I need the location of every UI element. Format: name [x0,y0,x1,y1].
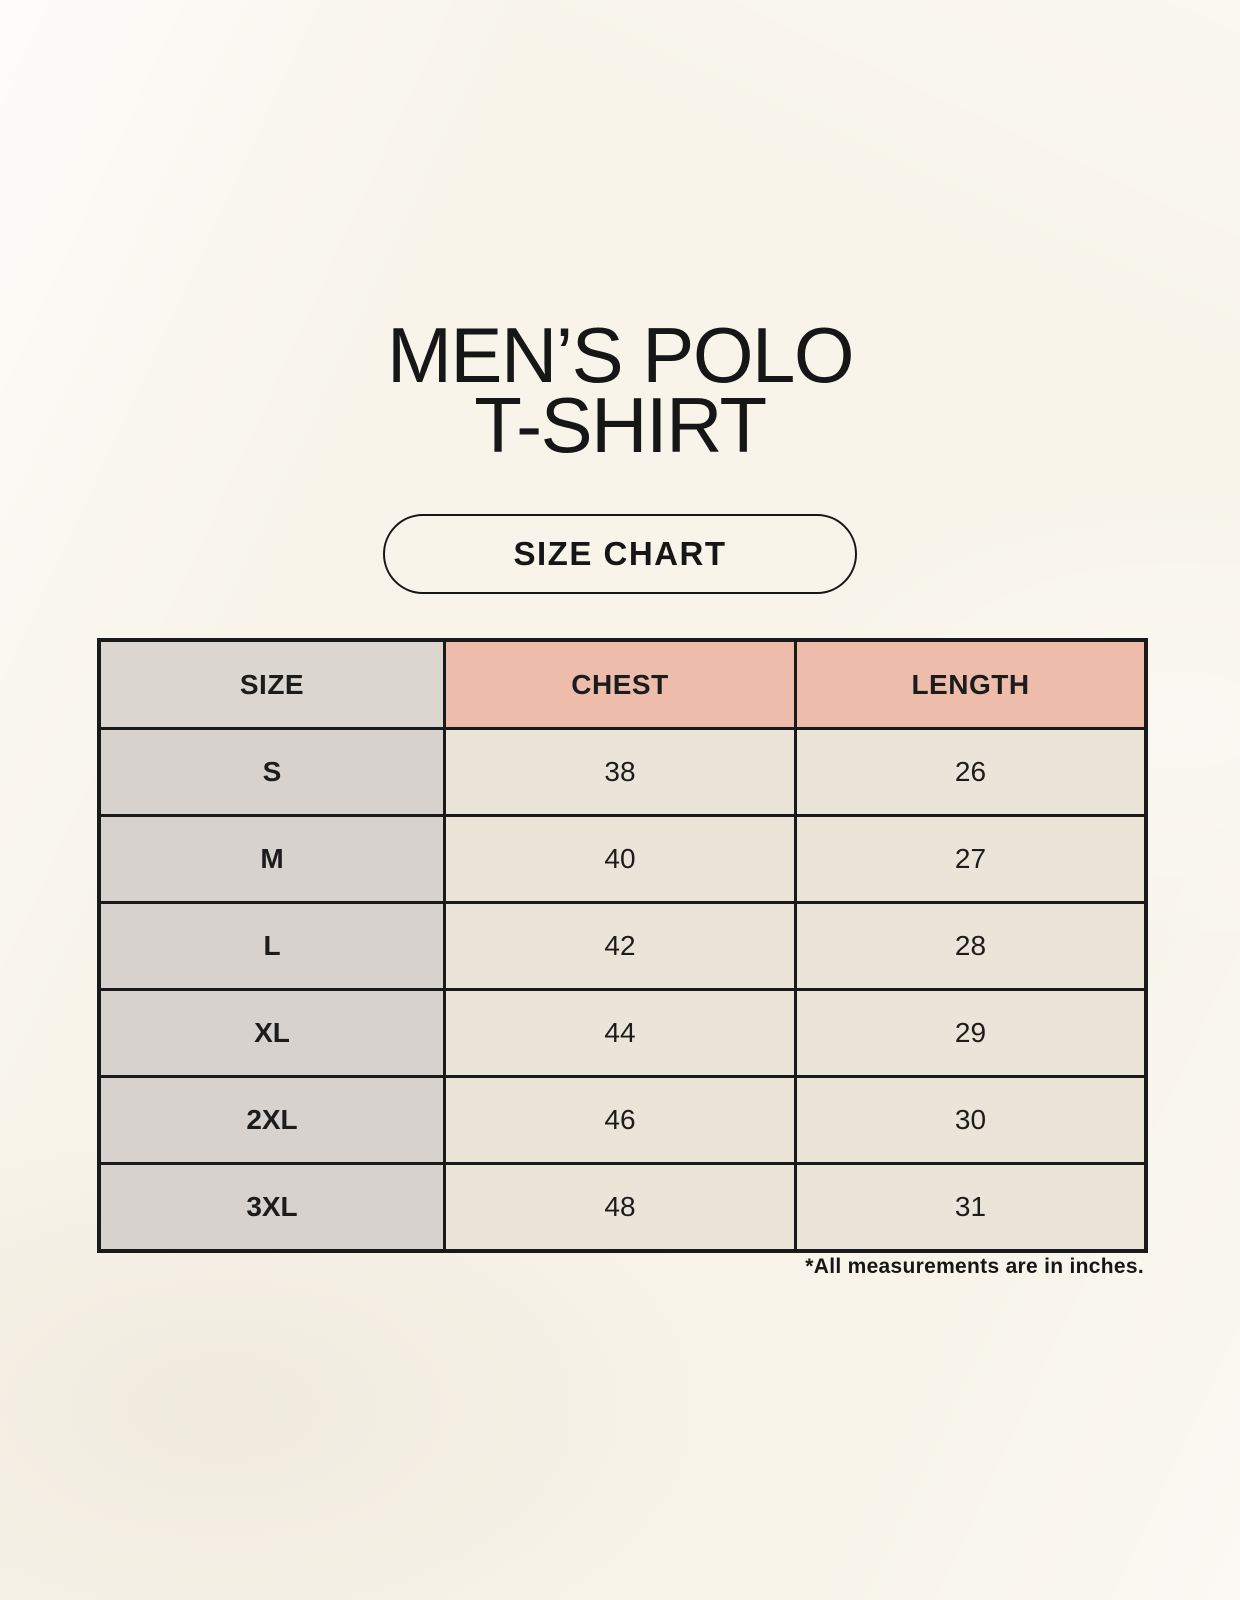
size-cell: S [98,727,446,817]
page-title: MEN’S POLO T-SHIRT [0,311,1240,469]
page-title-line2: T-SHIRT [474,381,767,469]
length-cell: 30 [794,1075,1147,1165]
size-chart-table: SIZE CHEST LENGTH S 38 26 M 40 27 L 42 2… [98,639,1147,1252]
size-cell: 2XL [98,1075,446,1165]
chest-cell: 48 [443,1162,797,1252]
length-cell: 28 [794,901,1147,991]
column-header-length: LENGTH [794,639,1147,730]
length-cell: 29 [794,988,1147,1078]
table-row: 3XL 48 31 [98,1162,1147,1252]
size-cell: XL [98,988,446,1078]
size-cell: L [98,901,446,991]
chest-cell: 40 [443,814,797,904]
chest-cell: 46 [443,1075,797,1165]
length-cell: 27 [794,814,1147,904]
page-title-line1: MEN’S POLO [386,311,855,399]
table-row: L 42 28 [98,901,1147,991]
length-cell: 31 [794,1162,1147,1252]
chest-cell: 38 [443,727,797,817]
chest-cell: 42 [443,901,797,991]
table-row: XL 44 29 [98,988,1147,1078]
length-cell: 26 [794,727,1147,817]
table-header: SIZE CHEST LENGTH [98,639,1147,730]
table-row: 2XL 46 30 [98,1075,1147,1165]
size-chart-badge-label: SIZE CHART [513,535,727,572]
size-cell: 3XL [98,1162,446,1252]
table-row: S 38 26 [98,727,1147,817]
size-cell: M [98,814,446,904]
measurements-footnote: *All measurements are in inches. [805,1255,1144,1278]
table-body: S 38 26 M 40 27 L 42 28 XL 44 29 2XL 46 [98,727,1147,1252]
column-header-chest: CHEST [443,639,797,730]
column-header-size: SIZE [98,639,446,730]
header-row: SIZE CHEST LENGTH [98,639,1147,730]
table-row: M 40 27 [98,814,1147,904]
size-chart-badge: SIZE CHART [383,514,857,594]
chest-cell: 44 [443,988,797,1078]
